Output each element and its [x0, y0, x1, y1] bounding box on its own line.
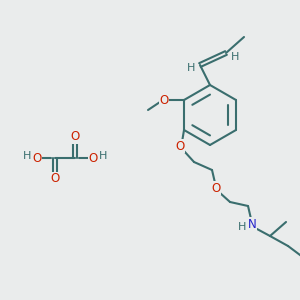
- Text: H: H: [231, 52, 239, 62]
- Text: O: O: [50, 172, 60, 185]
- Text: O: O: [70, 130, 80, 143]
- Text: H: H: [187, 63, 195, 73]
- Text: H: H: [238, 222, 246, 232]
- Text: O: O: [32, 152, 42, 164]
- Text: N: N: [248, 218, 256, 230]
- Text: H: H: [23, 151, 31, 161]
- Text: O: O: [88, 152, 98, 164]
- Text: H: H: [99, 151, 107, 161]
- Text: O: O: [176, 140, 184, 152]
- Text: O: O: [212, 182, 220, 194]
- Text: O: O: [159, 94, 169, 106]
